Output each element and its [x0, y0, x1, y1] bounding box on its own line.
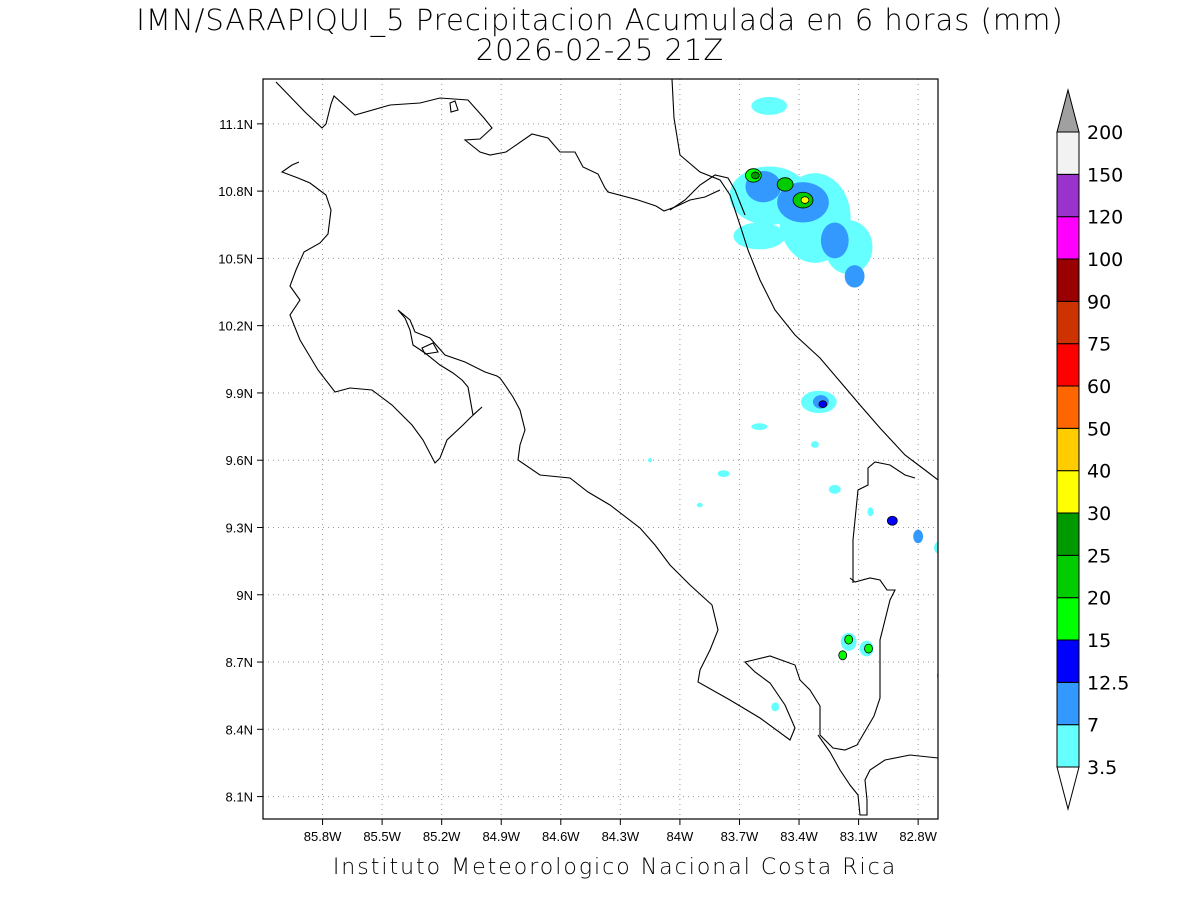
precip-cell [820, 222, 849, 259]
lon-tick-label: 84W [667, 829, 694, 844]
lat-tick-label: 11.1N [219, 117, 253, 132]
precip-cell [717, 470, 730, 478]
colorbar-label: 100 [1087, 249, 1123, 271]
lat-tick-label: 9.3N [226, 520, 253, 535]
colorbar-label: 60 [1087, 376, 1111, 398]
colorbar-segment [1056, 470, 1080, 514]
precip-cell [648, 457, 653, 463]
lon-tick-label: 83.1W [840, 829, 878, 844]
precip-cell [733, 222, 786, 250]
precip-cell [810, 441, 819, 448]
coastline-osa-south [817, 734, 938, 816]
precip-cell [844, 265, 865, 288]
longitude-axis: 85.8W 85.5W 85.2W 84.9W 84.6W 84.3W 84W 83.7W 83… [304, 819, 938, 844]
colorbar-segment [1056, 300, 1080, 345]
precipitation-layer [648, 96, 946, 712]
precip-cell [771, 702, 780, 712]
lon-tick-label: 84.3W [602, 829, 640, 844]
lat-tick-label: 10.5N [218, 251, 253, 266]
precip-cell [838, 650, 848, 661]
institution-credit: Instituto Meteorologico Nacional Costa R… [332, 855, 898, 880]
lat-tick-label: 8.7N [226, 655, 253, 670]
colorbar-segment [1056, 343, 1080, 387]
island-nicoya-gulf [421, 342, 439, 355]
colorbar-segment [1056, 258, 1080, 302]
lon-tick-label: 83.4W [780, 829, 818, 844]
latitude-axis: 11.1N 10.8N 10.5N 10.2N 9.9N 9.6N 9.3N 9N 8.7N 8.… [218, 117, 263, 805]
colorbar-arrow-top [1056, 88, 1080, 133]
colorbar-segment [1056, 554, 1080, 599]
lat-tick-label: 10.8N [218, 184, 253, 199]
coastline-pacific [275, 81, 721, 212]
precip-cell [934, 542, 938, 554]
colorbar-segment [1056, 724, 1080, 768]
precip-cell [844, 634, 854, 645]
map-title: IMN/SARAPIQUI_5 Precipitacion Acumulada … [136, 3, 1064, 37]
lat-tick-label: 9N [236, 588, 253, 603]
lake-nicaragua-islet [449, 100, 459, 113]
precip-cell [751, 423, 768, 430]
colorbar-label: 120 [1087, 207, 1123, 229]
colorbar-label: 12.5 [1087, 672, 1129, 694]
colorbar-segment [1056, 427, 1080, 472]
precip-cell [800, 196, 810, 204]
colorbar-label: 75 [1087, 334, 1111, 356]
coastline-layer [275, 79, 938, 816]
border-panama [852, 461, 916, 583]
colorbar-label: 20 [1087, 588, 1111, 610]
lon-tick-label: 85.2W [423, 829, 461, 844]
lon-tick-label: 85.5W [363, 829, 401, 844]
colorbar-segment [1056, 131, 1080, 175]
border-nicaragua [669, 174, 746, 216]
lat-tick-label: 8.1N [226, 790, 253, 805]
precip-cell [696, 502, 703, 508]
colorbar-label: 7 [1087, 715, 1099, 737]
lat-tick-label: 8.4N [226, 722, 253, 737]
coastline-nicoya [280, 161, 896, 751]
lon-tick-label: 82.8W [899, 829, 937, 844]
colorbar-segment [1056, 385, 1080, 429]
colorbar-segment [1056, 216, 1080, 260]
precip-cell [938, 613, 946, 626]
coastline-caribbean [671, 79, 938, 481]
precip-cell [864, 643, 873, 654]
colorbar-legend: 3.5 7 12.5 15 20 25 30 40 50 60 75 90 100 120 150 200 [1056, 88, 1129, 811]
precip-cell [818, 400, 828, 408]
colorbar-segment [1056, 639, 1080, 683]
grid-lines [263, 79, 938, 819]
lon-tick-label: 83.7W [721, 829, 759, 844]
colorbar-label: 200 [1087, 122, 1123, 144]
colorbar-label: 3.5 [1087, 757, 1117, 779]
colorbar-arrow-bottom [1056, 766, 1080, 811]
precip-cell [867, 507, 874, 517]
precip-cell [751, 96, 788, 115]
precip-cell [913, 529, 924, 544]
colorbar-label: 25 [1087, 545, 1111, 567]
colorbar-segment [1056, 681, 1080, 726]
colorbar-label: 15 [1087, 630, 1111, 652]
colorbar-segment [1056, 512, 1080, 556]
precip-cell [750, 171, 760, 180]
precip-cell [828, 484, 841, 494]
colorbar-label: 50 [1087, 418, 1111, 440]
map-subtitle-datetime: 2026-02-25 21Z [475, 33, 725, 67]
lat-tick-label: 9.9N [226, 386, 253, 401]
colorbar-label: 30 [1087, 503, 1111, 525]
lon-tick-label: 84.6W [542, 829, 580, 844]
colorbar-label: 90 [1087, 291, 1111, 313]
lat-tick-label: 10.2N [218, 319, 253, 334]
lat-tick-label: 9.6N [226, 453, 253, 468]
precip-cell [776, 177, 794, 192]
colorbar-segment [1056, 597, 1080, 641]
colorbar-segment [1056, 173, 1080, 218]
plot-frame [262, 78, 939, 820]
lon-tick-label: 85.8W [304, 829, 342, 844]
colorbar-label: 40 [1087, 461, 1111, 483]
precip-cell [886, 515, 898, 526]
colorbar-label: 150 [1087, 164, 1123, 186]
lon-tick-label: 84.9W [482, 829, 520, 844]
